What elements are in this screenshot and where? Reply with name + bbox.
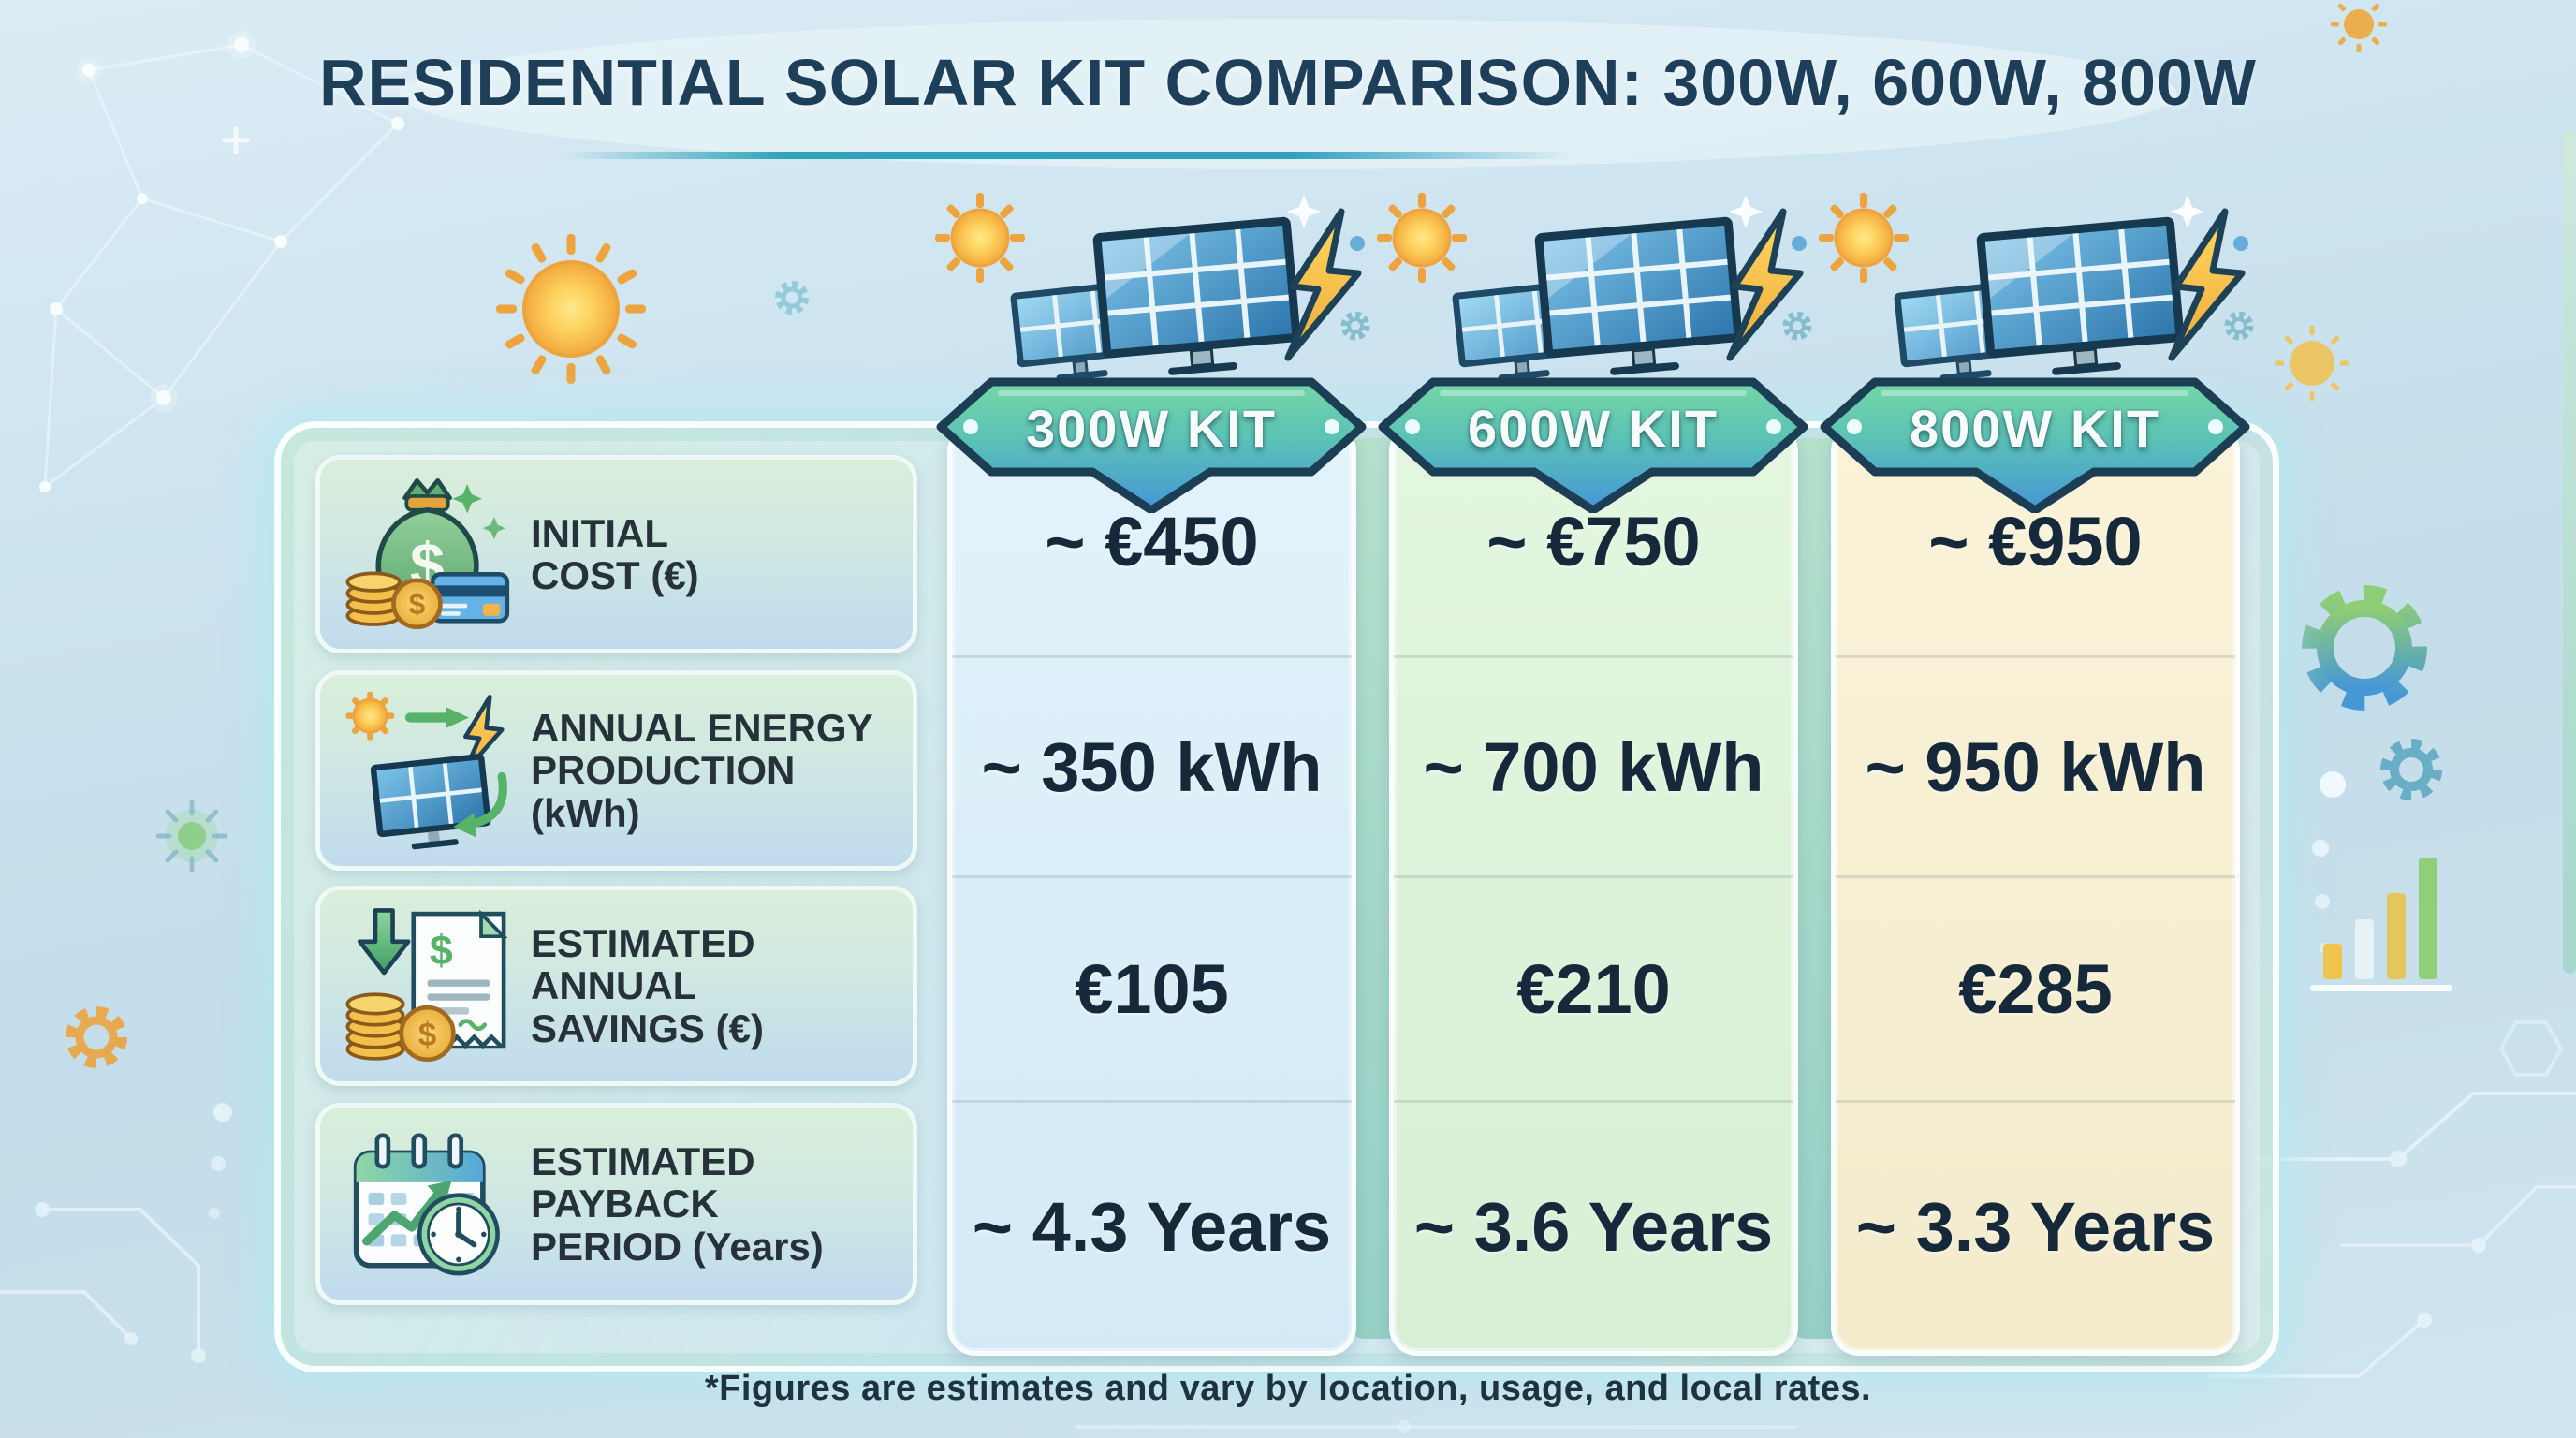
row-label-text: INITIAL COST (€) [531,510,699,597]
cell-300w-annual-production: ~ 350 kWh [952,658,1352,878]
row-label-text: ANNUAL ENERGY PRODUCTION (kWh) [531,707,873,834]
row-label-line: PAYBACK [531,1181,719,1226]
row-label-text: ESTIMATED ANNUAL SAVINGS (€) [531,922,764,1049]
title-underline [562,152,1573,159]
small-sun-ring-icon [2275,326,2349,401]
solar-panels-illustration-300w [931,185,1371,384]
row-label-line: (kWh) [531,790,640,835]
cell-300w-annual-savings: €105 [952,878,1352,1103]
mini-bar-chart-decoration [2310,858,2452,991]
dots-trail-right [2312,771,2346,954]
cell-800w-payback-period: ~ 3.3 Years [1855,1188,2216,1266]
column-300w-kit: ~ €450 ~ 350 kWh €105 ~ 4.3 Years [947,423,1356,1356]
kit-badge-label: 800W KIT [1909,398,2161,458]
yellow-gear-icon [66,1006,127,1068]
row-label-line: SAVINGS (€) [531,1005,764,1050]
solar-panels-illustration-600w [1373,185,1813,384]
row-label-line: PERIOD (Years) [531,1224,824,1269]
row-label-initial-cost: INITIAL COST (€) [315,455,917,653]
cell-600w-annual-production: ~ 700 kWh [1394,658,1793,878]
footnote: *Figures are estimates and vary by locat… [704,1369,1872,1408]
kit-badge-300w: 300W KIT [931,373,1371,513]
right-edge-strip [2563,131,2576,974]
small-teal-gear-icon [775,281,809,315]
cell-600w-initial-cost: ~ €750 [1394,428,1793,658]
savings-receipt-coins-icon [337,903,520,1068]
big-gear-icon [2302,585,2427,711]
page-title: RESIDENTIAL SOLAR KIT COMPARISON: 300W, … [319,46,2257,119]
cell-300w-initial-cost: ~ €450 [952,428,1352,658]
green-sun-dot-icon [155,800,228,873]
column-600w-kit: ~ €750 ~ 700 kWh €210 ~ 3.6 Years [1389,423,1798,1356]
row-label-annual-savings: ESTIMATED ANNUAL SAVINGS (€) [315,886,917,1086]
sun-solar-panel-energy-icon [337,688,520,853]
circuit-traces-bottom-left [0,1208,200,1356]
row-label-line: COST (€) [531,553,699,597]
cell-800w-annual-savings: €285 [1836,878,2235,1103]
cell-800w-annual-production: ~ 950 kWh [1836,658,2235,878]
row-label-line: ANNUAL ENERGY [531,705,873,750]
cell-600w-payback-period: ~ 3.6 Years [1413,1188,1774,1266]
column-800w-kit: ~ €950 ~ 950 kWh €285 ~ 3.3 Years [1831,423,2240,1356]
big-sun-icon [496,234,646,384]
money-bag-coins-card-icon [337,472,520,637]
kit-badge-800w: 800W KIT [1815,373,2255,513]
row-label-line: ESTIMATED [531,1138,755,1183]
kit-badge-600w: 600W KIT [1373,373,1813,513]
row-label-annual-production: ANNUAL ENERGY PRODUCTION (kWh) [315,670,917,871]
cell-300w-payback-period: ~ 4.3 Years [972,1188,1332,1266]
kit-badge-label: 300W KIT [1025,398,1278,458]
calendar-clock-growth-icon [337,1122,520,1286]
row-label-line: PRODUCTION [531,748,796,793]
row-label-text: ESTIMATED PAYBACK PERIOD (Years) [531,1140,824,1268]
cell-800w-initial-cost: ~ €950 [1836,428,2235,658]
row-label-payback-period: ESTIMATED PAYBACK PERIOD (Years) [315,1103,917,1305]
row-label-line: ESTIMATED [531,920,755,965]
cell-600w-annual-savings: €210 [1394,878,1793,1103]
solar-panels-illustration-800w [1815,185,2255,384]
dots-trail-left [209,1103,232,1219]
row-label-line: ANNUAL [531,963,697,1008]
circuit-nodes-bottom-left [35,1202,206,1363]
small-gear-icon [2380,739,2442,800]
row-label-line: INITIAL [531,510,668,555]
kit-badge-label: 600W KIT [1467,398,1720,458]
